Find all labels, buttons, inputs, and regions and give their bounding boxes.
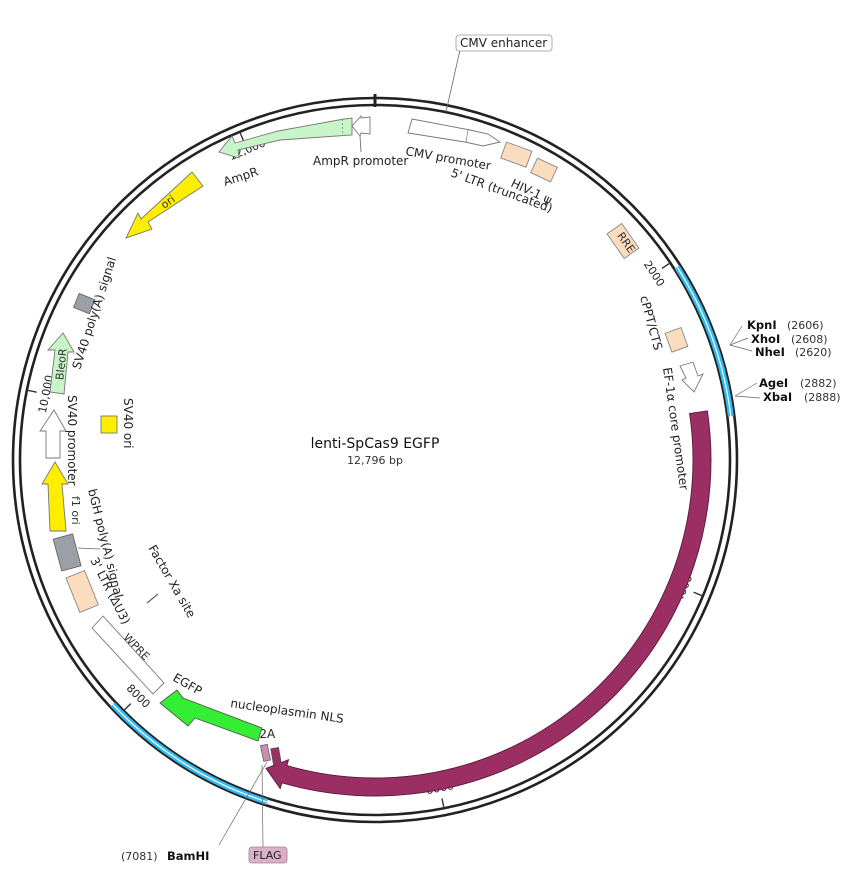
tick-mark bbox=[693, 591, 704, 597]
site-position: (7081) bbox=[121, 850, 158, 863]
feature-5-ltr-truncated[interactable]: 5' LTR (truncated) bbox=[449, 141, 554, 215]
feature-label: SV40 poly(A) signal bbox=[70, 255, 120, 371]
site-position: (2620) bbox=[795, 346, 832, 359]
feature-shape bbox=[39, 409, 67, 459]
feature-label: nucleoplasmin NLS bbox=[230, 696, 345, 726]
highlight-arc-core bbox=[676, 266, 732, 417]
feature-label: CMV enhancer bbox=[460, 36, 547, 50]
tick-mark bbox=[239, 131, 245, 142]
site-name: NheI bbox=[755, 345, 785, 359]
leader-line bbox=[218, 761, 268, 846]
tick-mark bbox=[123, 703, 132, 712]
tick-mark bbox=[441, 798, 445, 809]
feature-shape bbox=[530, 157, 558, 183]
feature-shape bbox=[125, 171, 204, 239]
feature-sv40-promoter[interactable]: SV40 promoter bbox=[39, 395, 79, 486]
site-position: (2882) bbox=[800, 377, 837, 390]
feature-f1-ori[interactable]: f1 ori bbox=[41, 461, 82, 532]
feature-label: f1 ori bbox=[69, 496, 82, 525]
site-name: BamHI bbox=[167, 849, 209, 863]
feature-cmv-enhancer[interactable]: CMV enhancer bbox=[445, 34, 553, 113]
leader-line bbox=[359, 135, 362, 153]
leader-line bbox=[261, 764, 264, 848]
flag-label: FLAG bbox=[253, 849, 282, 862]
site-name: XbaI bbox=[763, 390, 792, 404]
feature-shape bbox=[41, 461, 69, 532]
feature-label: AmpR bbox=[222, 164, 260, 188]
feature-flag[interactable]: FLAG bbox=[248, 764, 288, 864]
feature-shape bbox=[146, 593, 159, 604]
plasmid-name: lenti-SpCas9 EGFP bbox=[311, 436, 440, 452]
feature-label: CMV promoter bbox=[404, 144, 492, 173]
feature-label: AmpR promoter bbox=[313, 154, 408, 168]
feature-label: SV40 promoter bbox=[65, 395, 79, 486]
feature-bleor[interactable]: BleoR bbox=[47, 332, 75, 395]
plasmid-size: 12,796 bp bbox=[347, 454, 403, 467]
feature-shape bbox=[91, 615, 165, 695]
site-xbai[interactable]: XbaI (2888) bbox=[763, 390, 841, 404]
site-kpni[interactable]: KpnI (2606) bbox=[747, 318, 824, 332]
feature-shape bbox=[679, 361, 704, 393]
feature-ori[interactable]: ori bbox=[125, 171, 204, 239]
feature-label: Factor Xa site bbox=[145, 543, 198, 621]
site-agei[interactable]: AgeI (2882) bbox=[759, 376, 837, 390]
feature-cas9-arrow[interactable] bbox=[265, 410, 712, 797]
feature-rre[interactable]: RRE bbox=[606, 222, 640, 260]
feature-arcs bbox=[265, 410, 712, 797]
site-leaders-top bbox=[729, 325, 761, 399]
callout-box bbox=[455, 34, 553, 52]
site-nhei[interactable]: NheI (2620) bbox=[755, 345, 832, 359]
tick-mark bbox=[661, 262, 671, 269]
site-bamhi[interactable]: (7081) BamHI bbox=[121, 761, 268, 863]
feature-label: EF-1α core promoter bbox=[660, 366, 691, 490]
leader-line bbox=[445, 49, 461, 113]
feature-shape bbox=[407, 118, 502, 147]
feature-cppt-cts[interactable]: cPPT/CTS bbox=[637, 294, 689, 353]
feature-shape bbox=[270, 747, 282, 765]
feature-shape bbox=[159, 689, 263, 742]
tick-label: 2000 bbox=[641, 258, 667, 289]
feature-cmv-promoter[interactable]: CMV promoter bbox=[404, 118, 502, 173]
tick-mark bbox=[26, 389, 37, 393]
feature-shape bbox=[47, 332, 75, 395]
site-name: KpnI bbox=[747, 318, 777, 332]
feature-shape bbox=[72, 292, 96, 315]
site-position: (2608) bbox=[791, 333, 828, 346]
inner-mark bbox=[465, 129, 469, 143]
feature-sv40-polya-signal[interactable]: SV40 poly(A) signal bbox=[70, 255, 120, 371]
inner-mark bbox=[341, 118, 344, 135]
feature-shape bbox=[100, 415, 118, 434]
feature-shape bbox=[606, 222, 640, 260]
feature-ampr-promoter[interactable]: AmpR promoter bbox=[313, 114, 408, 168]
site-position: (2888) bbox=[804, 391, 841, 404]
feature-shape bbox=[500, 141, 533, 168]
feature-shape bbox=[351, 114, 371, 137]
site-name: XhoI bbox=[751, 332, 780, 346]
feature-shape bbox=[664, 326, 689, 353]
site-position: (2606) bbox=[787, 319, 824, 332]
feature-label: BleoR bbox=[53, 347, 69, 380]
flag-box bbox=[248, 846, 288, 864]
feature-shape bbox=[259, 743, 271, 762]
feature-sv40-ori[interactable]: SV40 ori bbox=[100, 398, 135, 449]
feature-shape bbox=[65, 569, 99, 613]
site-xhoi[interactable]: XhoI (2608) bbox=[751, 332, 828, 346]
site-name: AgeI bbox=[759, 376, 788, 390]
feature-label: cPPT/CTS bbox=[637, 294, 665, 352]
feature-wpre[interactable]: WPRE bbox=[91, 615, 165, 695]
feature-shape bbox=[218, 117, 353, 159]
feature-shape bbox=[52, 533, 82, 572]
leader-line bbox=[77, 547, 101, 550]
feature-factor-xa-site[interactable]: Factor Xa site bbox=[145, 543, 198, 621]
feature-label: SV40 ori bbox=[121, 398, 135, 449]
